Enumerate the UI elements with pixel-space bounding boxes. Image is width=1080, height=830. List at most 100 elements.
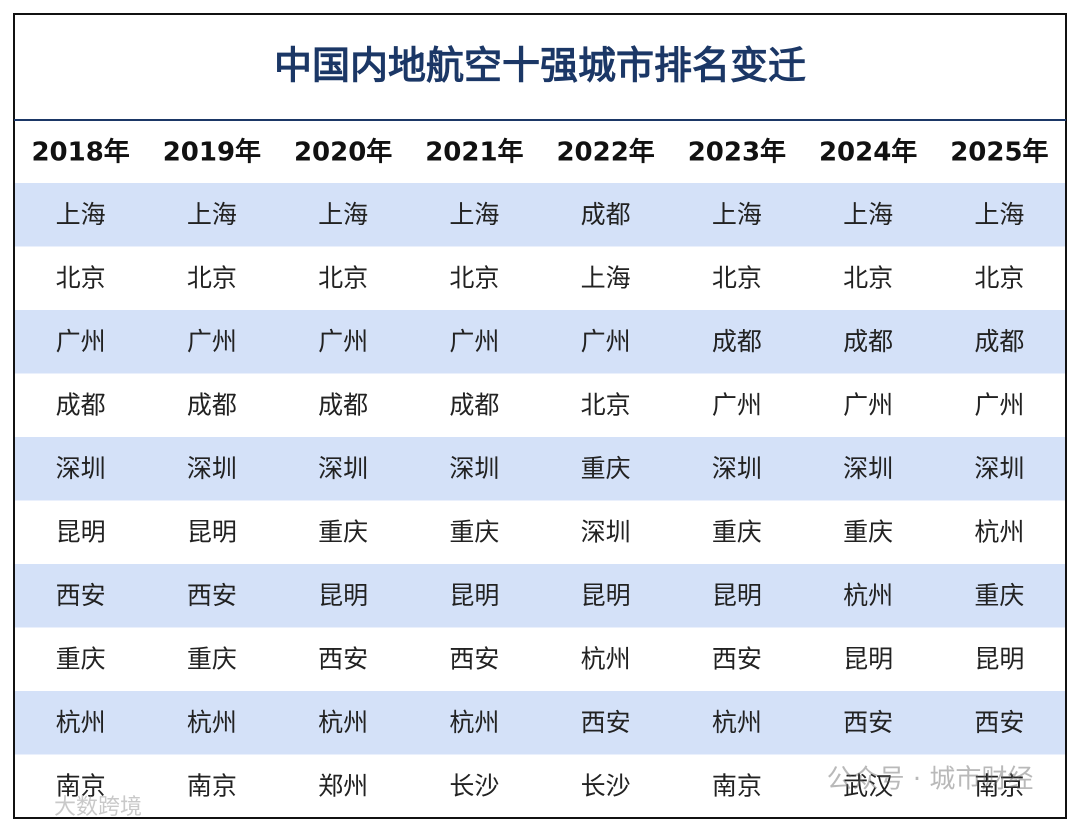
table-frame bbox=[13, 13, 1067, 819]
cell: 南京 bbox=[712, 771, 762, 800]
cell: 西安 bbox=[974, 708, 1024, 737]
cell: 西安 bbox=[187, 581, 237, 610]
cell: 重庆 bbox=[56, 644, 106, 673]
cell: 北京 bbox=[318, 263, 368, 292]
cell: 上海 bbox=[712, 200, 762, 229]
cell: 重庆 bbox=[449, 517, 499, 546]
cell: 南京 bbox=[56, 771, 106, 800]
cell: 上海 bbox=[843, 200, 893, 229]
cell: 上海 bbox=[318, 200, 368, 229]
cell: 广州 bbox=[449, 327, 499, 356]
cell: 昆明 bbox=[974, 644, 1024, 673]
cell: 西安 bbox=[843, 708, 893, 737]
watermark: 大数跨境 bbox=[54, 795, 142, 820]
cell: 成都 bbox=[581, 200, 631, 229]
cell: 西安 bbox=[581, 708, 631, 737]
cell: 北京 bbox=[187, 263, 237, 292]
cell: 上海 bbox=[581, 263, 631, 292]
cell: 深圳 bbox=[56, 454, 106, 483]
cell: 长沙 bbox=[449, 771, 499, 800]
cell: 深圳 bbox=[449, 454, 499, 483]
cell: 成都 bbox=[843, 327, 893, 356]
cell: 西安 bbox=[449, 644, 499, 673]
cell: 杭州 bbox=[187, 708, 237, 737]
title: 中国内地航空十强城市排名变迁 bbox=[274, 44, 806, 88]
cell: 深圳 bbox=[712, 454, 762, 483]
cell: 杭州 bbox=[56, 708, 106, 737]
cell: 成都 bbox=[712, 327, 762, 356]
cell: 成都 bbox=[56, 390, 106, 419]
header-cell: 2019年 bbox=[163, 137, 261, 168]
row-band bbox=[15, 437, 1065, 501]
watermark: 公众号 · 城市财经 bbox=[827, 765, 1034, 795]
cell: 杭州 bbox=[843, 581, 893, 610]
table: 2018年 2019年 2020年 2021年 2022年 2023年 2024年 2025年… bbox=[15, 137, 1065, 800]
cell: 广州 bbox=[974, 390, 1024, 419]
cell: 重庆 bbox=[712, 517, 762, 546]
cell: 西安 bbox=[56, 581, 106, 610]
header-cell: 2021年 bbox=[425, 137, 523, 168]
cell: 昆明 bbox=[581, 581, 631, 610]
cell: 西安 bbox=[712, 644, 762, 673]
cell: 杭州 bbox=[581, 644, 631, 673]
header-cell: 2022年 bbox=[556, 137, 654, 168]
cell: 重庆 bbox=[318, 517, 368, 546]
cell: 上海 bbox=[187, 200, 237, 229]
cell: 重庆 bbox=[581, 454, 631, 483]
cell: 北京 bbox=[449, 263, 499, 292]
header-cell: 2024年 bbox=[819, 137, 917, 168]
cell: 武汉 bbox=[843, 771, 893, 800]
cell: 南京 bbox=[974, 771, 1024, 800]
cell: 昆明 bbox=[449, 581, 499, 610]
cell: 郑州 bbox=[318, 771, 368, 800]
cell: 重庆 bbox=[187, 644, 237, 673]
cell: 长沙 bbox=[581, 771, 631, 800]
header-cell: 2023年 bbox=[688, 137, 786, 168]
row-band bbox=[15, 691, 1065, 755]
cell: 深圳 bbox=[187, 454, 237, 483]
cell: 深圳 bbox=[974, 454, 1024, 483]
cell: 北京 bbox=[712, 263, 762, 292]
cell: 南京 bbox=[187, 771, 237, 800]
cell: 重庆 bbox=[974, 581, 1024, 610]
cell: 广州 bbox=[318, 327, 368, 356]
cell: 昆明 bbox=[56, 517, 106, 546]
cell: 西安 bbox=[318, 644, 368, 673]
row-band bbox=[15, 183, 1065, 247]
row-band bbox=[15, 310, 1065, 374]
cell: 昆明 bbox=[318, 581, 368, 610]
cell: 重庆 bbox=[843, 517, 893, 546]
cell: 上海 bbox=[449, 200, 499, 229]
cell: 上海 bbox=[974, 200, 1024, 229]
cell: 广州 bbox=[581, 327, 631, 356]
cell: 深圳 bbox=[843, 454, 893, 483]
cell: 北京 bbox=[843, 263, 893, 292]
cell: 杭州 bbox=[318, 708, 368, 737]
cell: 杭州 bbox=[974, 517, 1024, 546]
cell: 昆明 bbox=[712, 581, 762, 610]
header-cell: 2018年 bbox=[31, 137, 129, 168]
cell: 北京 bbox=[56, 263, 106, 292]
cell: 北京 bbox=[974, 263, 1024, 292]
cell: 广州 bbox=[187, 327, 237, 356]
row-band bbox=[15, 564, 1065, 628]
cell: 深圳 bbox=[581, 517, 631, 546]
header-cell: 2020年 bbox=[294, 137, 392, 168]
cell: 广州 bbox=[843, 390, 893, 419]
watermark-group: 公众号 · 城市财经 大数跨境 bbox=[54, 765, 1033, 821]
cell: 杭州 bbox=[712, 708, 762, 737]
cell: 昆明 bbox=[843, 644, 893, 673]
cell: 成都 bbox=[449, 390, 499, 419]
header-cell: 2025年 bbox=[950, 137, 1048, 168]
cell: 深圳 bbox=[318, 454, 368, 483]
cell: 成都 bbox=[318, 390, 368, 419]
cell: 杭州 bbox=[449, 708, 499, 737]
cell: 成都 bbox=[974, 327, 1024, 356]
cell: 成都 bbox=[187, 390, 237, 419]
cell: 广州 bbox=[56, 327, 106, 356]
cell: 北京 bbox=[581, 390, 631, 419]
cell: 广州 bbox=[712, 390, 762, 419]
cell: 昆明 bbox=[187, 517, 237, 546]
cell: 上海 bbox=[56, 200, 106, 229]
